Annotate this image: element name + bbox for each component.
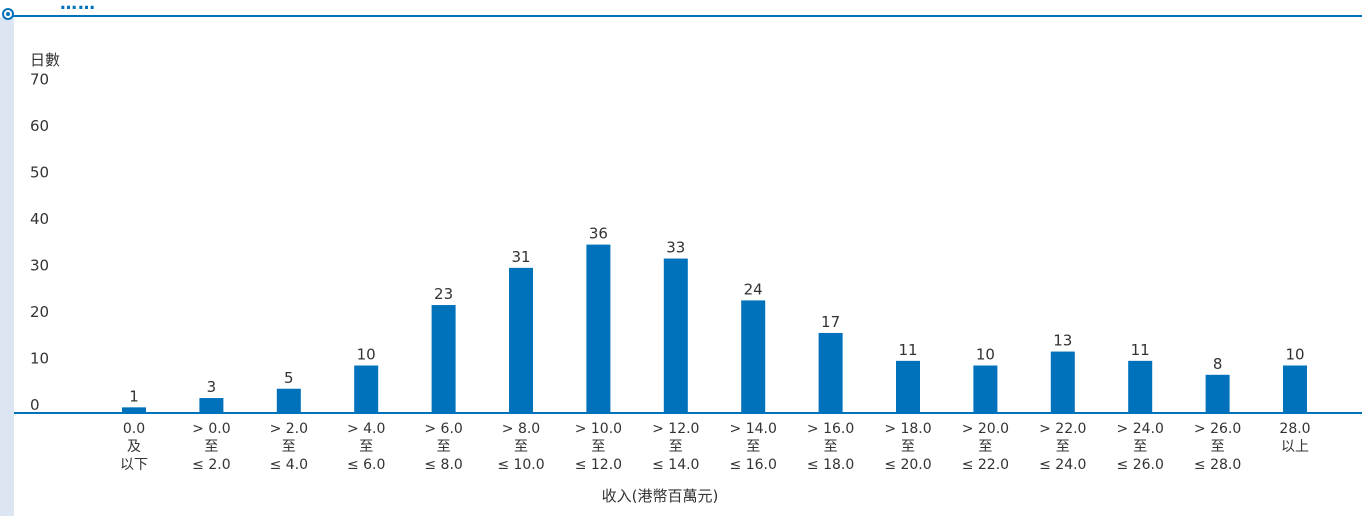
y-axis-label: 日數 [30,51,60,69]
y-tick-label: 70 [30,71,49,89]
bar-value-label: 8 [1213,355,1223,373]
x-category-label: > 24.0 [1117,421,1164,437]
bar-value-label: 10 [357,346,376,364]
bar-value-label: 17 [821,313,840,331]
bar-value-label: 5 [284,369,294,387]
bar [509,267,533,412]
bar [896,360,920,412]
bar-value-label: 13 [1053,332,1072,350]
bar [586,244,611,412]
x-category-label: 至 [359,439,373,455]
x-category-label: 至 [669,439,683,455]
y-axis: 日數 [30,51,60,69]
x-category-label: ≤ 12.0 [575,457,622,473]
bar-value-label: 1 [129,387,139,405]
x-category-label: ≤ 20.0 [884,457,931,473]
x-category-label: ≤ 14.0 [652,457,699,473]
bar [973,365,998,412]
y-tick-label: 20 [30,303,49,321]
bar-value-label: 36 [589,225,608,243]
x-category-label: > 10.0 [575,421,622,437]
x-category-label: > 14.0 [730,421,777,437]
x-category-label: > 18.0 [884,421,931,437]
bar-value-label: 23 [434,285,453,303]
bar [276,388,301,412]
x-category-label: > 4.0 [347,421,385,437]
x-category-label: ≤ 4.0 [270,457,308,473]
x-category-label: 以下 [120,457,148,473]
x-category-label: 至 [1133,439,1147,455]
bar-value-label: 11 [1131,341,1150,359]
x-axis-label: 收入(港幣百萬元) [602,487,719,505]
x-category-label: 以上 [1281,439,1309,455]
x-category-label: > 12.0 [652,421,699,437]
x-category-label: 至 [282,439,296,455]
bar [354,365,379,412]
x-category-label: 至 [514,439,528,455]
x-category-label: ≤ 18.0 [807,457,854,473]
x-category-label: 及 [127,439,141,455]
y-tick-label: 10 [30,350,49,368]
x-category-label: ≤ 28.0 [1194,457,1241,473]
x-category-label: ≤ 26.0 [1117,457,1164,473]
x-category-label: > 6.0 [424,421,462,437]
x-category-label: 至 [901,439,915,455]
x-category-label: 至 [746,439,760,455]
x-category-label: ≤ 22.0 [962,457,1009,473]
bar-value-label: 10 [1285,346,1304,364]
bar-value-label: 33 [666,239,685,257]
y-tick-label: 60 [30,117,49,135]
x-category-label: ≤ 6.0 [347,457,385,473]
section-header: …… [0,0,1362,20]
x-category-label: ≤ 8.0 [424,457,462,473]
y-tick-label: 30 [30,257,49,275]
y-tick-label: 0 [30,396,40,414]
x-category-label: > 22.0 [1039,421,1086,437]
bar-value-label: 11 [898,341,917,359]
x-category-label: > 2.0 [270,421,308,437]
x-axis-categories: 0.0 及以下 > 0.0 至 ≤ 2.0 > 2.0 至 ≤ 4.0 > 4.0 至 ≤ 6.0 >… [120,421,1311,473]
bar [431,305,456,412]
header-rule [8,15,1362,17]
bar [199,398,224,412]
bar [1128,360,1153,412]
x-category-label: 至 [591,439,605,455]
x-category-label: ≤ 16.0 [730,457,777,473]
x-category-label: 至 [1211,439,1225,455]
x-category-label: > 8.0 [502,421,540,437]
bar-value-label: 31 [511,248,530,266]
bar [663,258,688,412]
x-category-label: 至 [824,439,838,455]
bar [741,300,766,412]
x-category-label: 至 [1056,439,1070,455]
x-category-label: > 20.0 [962,421,1009,437]
x-category-label: ≤ 10.0 [497,457,544,473]
y-axis-ticks: 0 10 20 30 40 50 60 70 [30,71,49,415]
x-category-label: 至 [978,439,992,455]
bar-value-label: 10 [976,346,995,364]
bar [122,407,146,412]
x-category-label: > 0.0 [192,421,230,437]
section-title: …… [60,0,96,14]
y-tick-label: 50 [30,164,49,182]
bar [1050,351,1075,412]
x-category-label: 28.0 [1279,421,1310,437]
bar [818,332,843,412]
x-category-label: 0.0 [123,421,145,437]
y-tick-label: 40 [30,210,49,228]
x-category-label: 至 [204,439,218,455]
bar [1205,374,1230,412]
x-category-label: > 16.0 [807,421,854,437]
x-category-label: > 26.0 [1194,421,1241,437]
left-decorative-strip [0,16,14,516]
bar [1283,365,1307,412]
x-category-label: 至 [437,439,451,455]
header-bullet-icon [2,8,14,20]
bar-value-label: 3 [207,378,217,396]
x-category-label: ≤ 2.0 [192,457,230,473]
x-category-label: ≤ 24.0 [1039,457,1086,473]
bar-value-label: 24 [744,280,763,298]
